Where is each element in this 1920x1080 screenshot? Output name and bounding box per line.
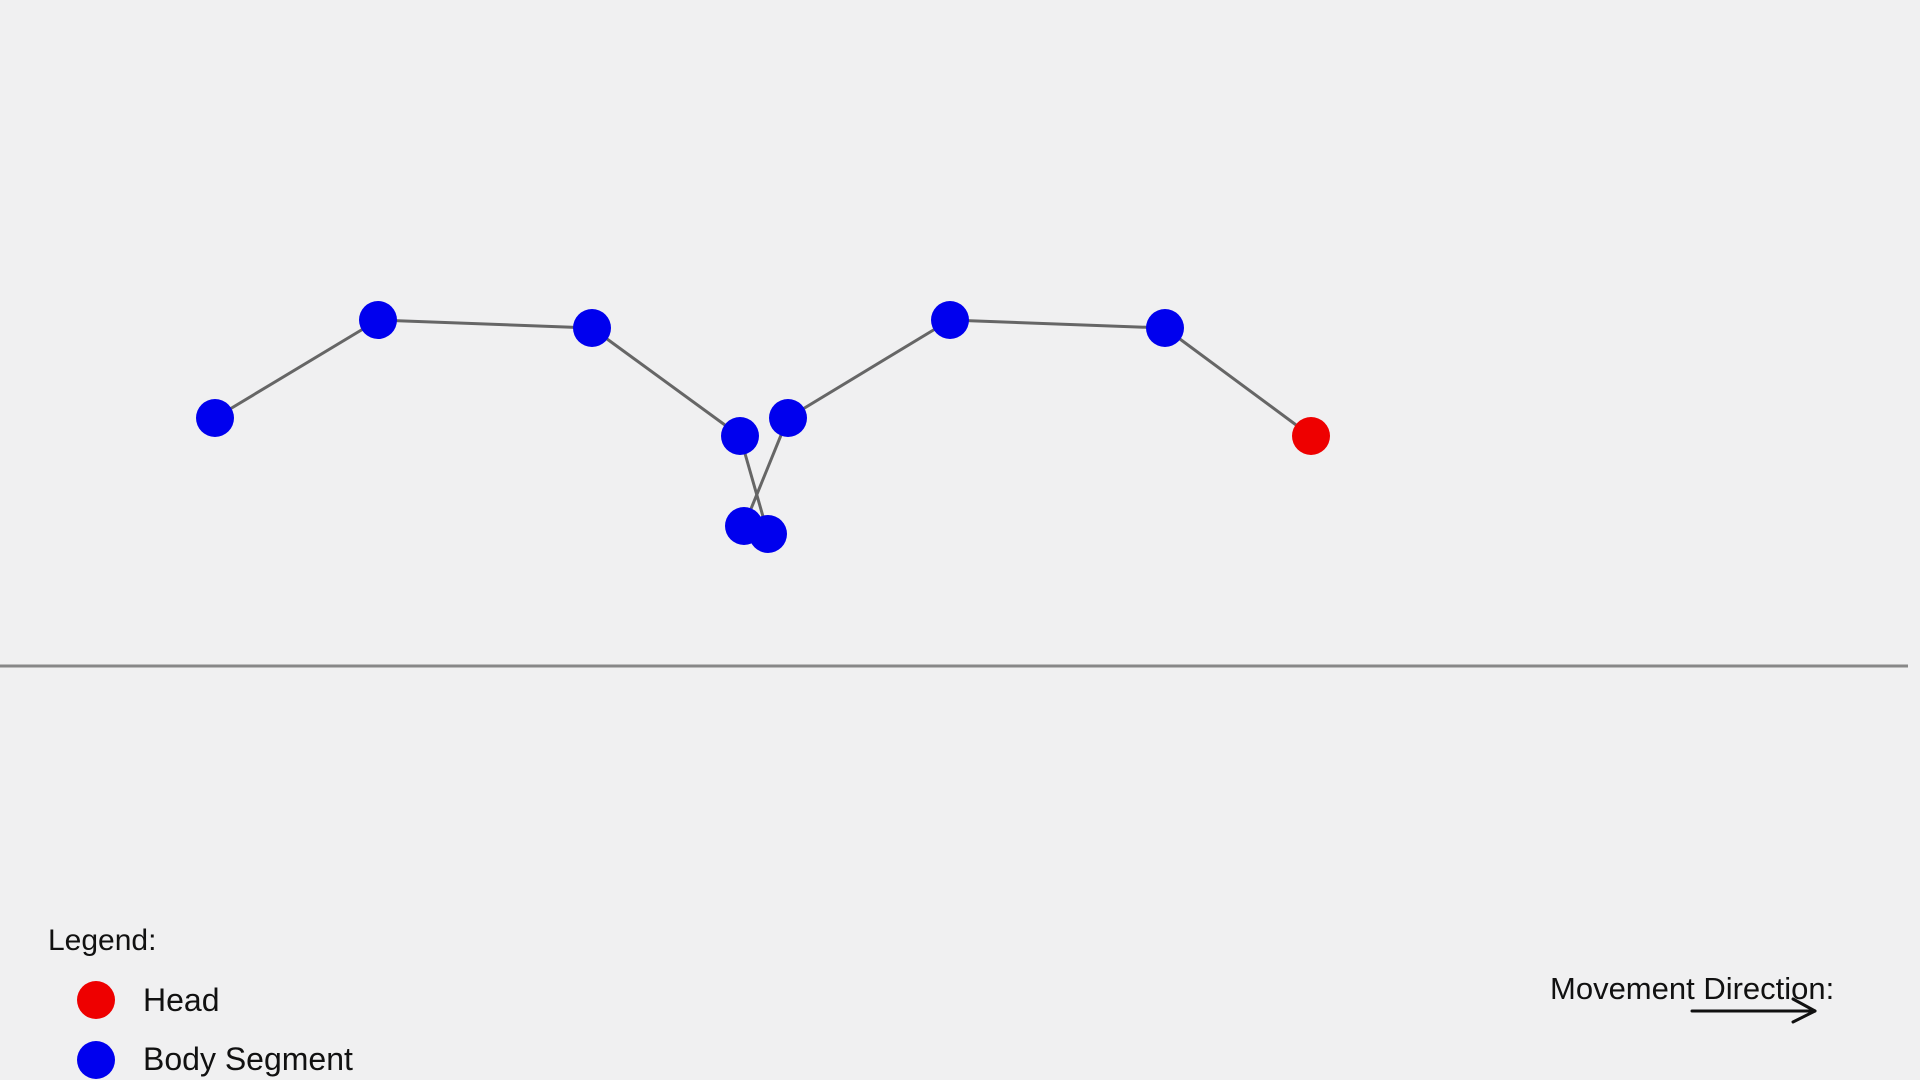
body-segment — [196, 399, 234, 437]
body-segment — [769, 399, 807, 437]
body-segment — [359, 301, 397, 339]
body-segment — [749, 515, 787, 553]
legend-head-label: Head — [143, 982, 220, 1018]
link — [787, 318, 951, 420]
body-segment — [1146, 309, 1184, 347]
link — [214, 318, 379, 420]
link — [1164, 326, 1312, 438]
movement-direction: Movement Direction: — [1550, 971, 1834, 1024]
link — [742, 417, 790, 527]
link — [377, 318, 593, 330]
legend: Legend: Head Body Segment — [48, 924, 353, 1079]
arrow-right-icon — [1690, 997, 1817, 1024]
link — [591, 326, 741, 438]
legend-title: Legend: — [48, 924, 156, 957]
head-segment — [1292, 417, 1330, 455]
link — [949, 318, 1166, 330]
body-segment — [931, 301, 969, 339]
movement-direction-label: Movement Direction: — [1550, 971, 1834, 1006]
legend-head-swatch — [77, 981, 115, 1019]
segment-links — [214, 318, 1312, 535]
legend-body-label: Body Segment — [143, 1041, 353, 1077]
body-segment — [721, 417, 759, 455]
body-segment — [573, 309, 611, 347]
legend-body-swatch — [77, 1041, 115, 1079]
body-segments — [196, 301, 1184, 553]
